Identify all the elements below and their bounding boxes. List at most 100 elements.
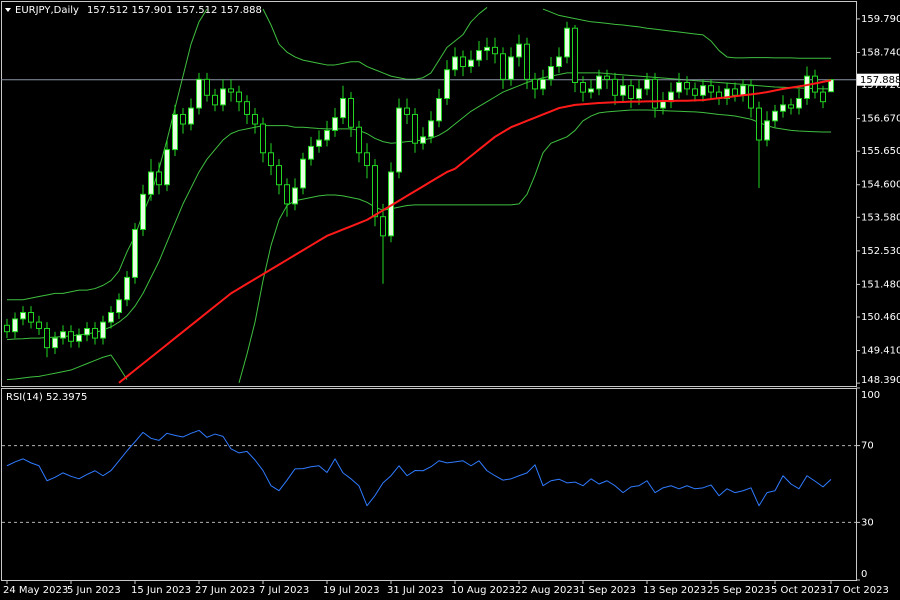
y-tick-label: 100: [861, 390, 880, 401]
candle-body: [348, 97, 354, 128]
candle-body: [276, 165, 282, 186]
band-lower: [6, 109, 831, 383]
price-plot: [1, 7, 856, 384]
y-tick-label: 153.580: [861, 212, 900, 223]
candle-body: [596, 75, 602, 90]
candle-body: [636, 88, 642, 99]
candle-body: [300, 158, 306, 189]
x-tick-label: 15 Jun 2023: [131, 585, 191, 596]
candle-body: [788, 104, 794, 109]
candle-body: [628, 85, 634, 99]
candle-body: [148, 171, 154, 195]
candle-body: [204, 78, 210, 96]
moving-average: [118, 79, 832, 384]
candle-body: [780, 104, 786, 112]
candle-body: [236, 91, 242, 103]
candle-body: [228, 88, 234, 93]
candle-body: [28, 312, 34, 323]
candle-body: [212, 94, 218, 106]
candle-body: [68, 331, 74, 342]
candle-body: [604, 75, 610, 80]
band-middle: [6, 72, 831, 341]
candle-body: [740, 85, 746, 96]
candle-body: [452, 56, 458, 71]
candle-body: [268, 152, 274, 167]
candle-body: [84, 327, 90, 336]
menu-triangle: [5, 8, 11, 12]
candle-body: [340, 97, 346, 119]
candle-body: [508, 56, 514, 80]
y-tick-label: 154.600: [861, 180, 900, 191]
candle-body: [516, 43, 522, 58]
y-tick-label: 30: [861, 517, 874, 528]
candle-body: [724, 88, 730, 99]
y-tick-label: 159.790: [861, 14, 900, 25]
candle-body: [396, 107, 402, 173]
candle-body: [524, 43, 530, 80]
candle-body: [708, 85, 714, 93]
candle-body: [588, 88, 594, 93]
band-upper: [7, 7, 831, 301]
y-tick-label: 150.460: [861, 312, 900, 323]
candle-body: [420, 136, 426, 144]
candle-body: [820, 91, 826, 103]
candle-body: [484, 46, 490, 52]
candle-body: [132, 228, 138, 278]
x-tick-label: 22 Aug 2023: [515, 585, 579, 596]
symbol-title: EURJPY,Daily: [15, 5, 79, 16]
candle-body: [172, 113, 178, 151]
y-tick-label: 0: [861, 569, 867, 580]
candle-body: [460, 56, 466, 68]
last-price-label: 157.888: [860, 75, 900, 86]
candle-body: [260, 123, 266, 154]
candle-body: [580, 82, 586, 93]
x-tick-label: 10 Aug 2023: [451, 585, 515, 596]
rsi-panel-frame: [1, 388, 857, 581]
candle-body: [500, 53, 506, 80]
candle-body: [660, 101, 666, 109]
candle-body: [444, 69, 450, 99]
candle-body: [804, 75, 810, 99]
candle-body: [180, 113, 186, 125]
candle-body: [316, 139, 322, 147]
candle-body: [196, 78, 202, 109]
x-tick-label: 17 Oct 2023: [827, 585, 889, 596]
y-tick-label: 151.480: [861, 279, 900, 290]
candle-body: [20, 312, 26, 320]
candle-body: [244, 101, 250, 115]
candle-body: [436, 97, 442, 122]
candle-body: [220, 88, 226, 106]
candle-body: [324, 129, 330, 141]
rsi-plot: [6, 429, 832, 507]
y-tick-label: 155.650: [861, 146, 900, 157]
candle-body: [292, 187, 298, 205]
rsi-title: RSI(14) 52.3975: [6, 392, 87, 403]
x-tick-label: 13 Sep 2023: [643, 585, 706, 596]
candle-body: [684, 82, 690, 90]
candle-body: [476, 50, 482, 61]
candle-body: [540, 78, 546, 90]
candle-body: [92, 327, 98, 339]
last-price-box: [857, 73, 899, 86]
candle-body: [356, 126, 362, 154]
x-tick-label: 25 Sep 2023: [707, 585, 770, 596]
candle-body: [620, 85, 626, 96]
candle-body: [564, 27, 570, 58]
candle-body: [572, 27, 578, 84]
y-tick-label: 158.740: [861, 47, 900, 58]
candle-body: [76, 334, 82, 342]
x-tick-label: 27 Jun 2023: [195, 585, 255, 596]
candle-body: [284, 184, 290, 205]
candle-body: [108, 312, 114, 323]
candle-body: [548, 66, 554, 80]
x-tick-label: 7 Jul 2023: [259, 585, 309, 596]
x-tick-label: 19 Jul 2023: [323, 585, 380, 596]
candle-body: [332, 117, 338, 131]
y-tick-label: 152.530: [861, 246, 900, 257]
candle-body: [140, 193, 146, 230]
candle-body: [252, 113, 258, 125]
x-tick-label: 5 Jun 2023: [67, 585, 121, 596]
candle-body: [700, 85, 706, 96]
candle-body: [772, 110, 778, 122]
